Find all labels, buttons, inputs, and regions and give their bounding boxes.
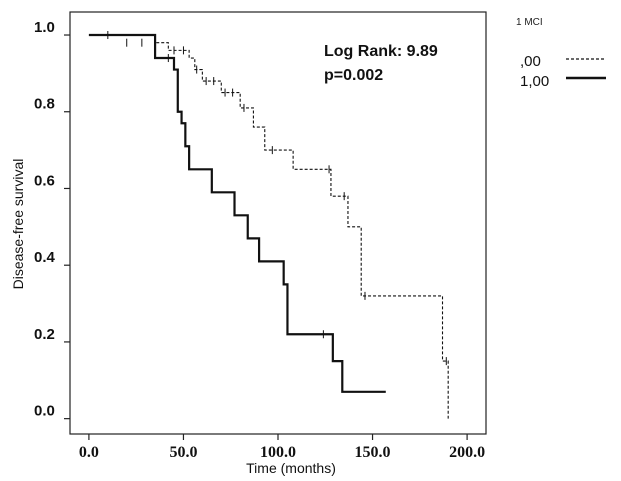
log-rank-annotation: Log Rank: 9.89: [324, 43, 438, 60]
y-tick-label: 0.2: [34, 326, 55, 343]
x-tick-label: 50.0: [169, 444, 197, 461]
y-tick-label: 0.8: [34, 96, 55, 113]
legend-label-100: 1,00: [520, 73, 549, 90]
p-value-annotation: p=0.002: [324, 67, 383, 84]
x-axis-ticks: 0.0 50.0 100.0 150.0 200.0: [79, 434, 485, 461]
x-axis-label: Time (months): [246, 460, 336, 476]
y-axis-ticks: 0.0 0.2 0.4 0.6 0.8 1.0: [34, 19, 70, 420]
y-tick-label: 0.4: [34, 249, 56, 266]
plot-frame: [69, 11, 487, 435]
y-tick-label: 1.0: [34, 19, 55, 36]
y-tick-label: 0.0: [34, 403, 55, 420]
legend-title: 1 MCI: [516, 17, 543, 28]
survival-curves: [88, 31, 449, 419]
y-tick-label: 0.6: [34, 172, 55, 189]
legend-label-00: ,00: [520, 53, 541, 70]
x-tick-label: 150.0: [355, 444, 391, 461]
y-axis-label: Disease-free survival: [10, 159, 26, 290]
x-tick-label: 0.0: [79, 444, 99, 461]
x-tick-label: 200.0: [449, 444, 485, 461]
x-tick-label: 100.0: [260, 444, 296, 461]
series-00-curve: [88, 34, 449, 419]
series-100-curve: [88, 33, 386, 393]
